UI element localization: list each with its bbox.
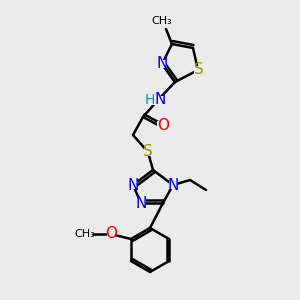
Text: O: O xyxy=(157,118,169,133)
Text: S: S xyxy=(143,145,153,160)
Bar xyxy=(169,181,178,189)
Bar xyxy=(194,66,202,74)
Bar xyxy=(128,181,137,189)
Text: N: N xyxy=(154,92,166,107)
Bar xyxy=(157,121,166,129)
Text: N: N xyxy=(127,178,139,193)
Text: CH₃: CH₃ xyxy=(152,16,172,26)
Bar xyxy=(107,230,115,238)
Bar xyxy=(148,95,168,104)
Text: O: O xyxy=(105,226,117,242)
Bar xyxy=(143,148,152,156)
Bar xyxy=(136,199,146,207)
Text: CH₃: CH₃ xyxy=(75,229,95,239)
Text: N: N xyxy=(135,196,147,211)
Text: N: N xyxy=(167,178,179,193)
Bar xyxy=(158,60,166,68)
Text: S: S xyxy=(194,62,204,77)
Text: H: H xyxy=(145,93,155,107)
Text: N: N xyxy=(156,56,168,71)
